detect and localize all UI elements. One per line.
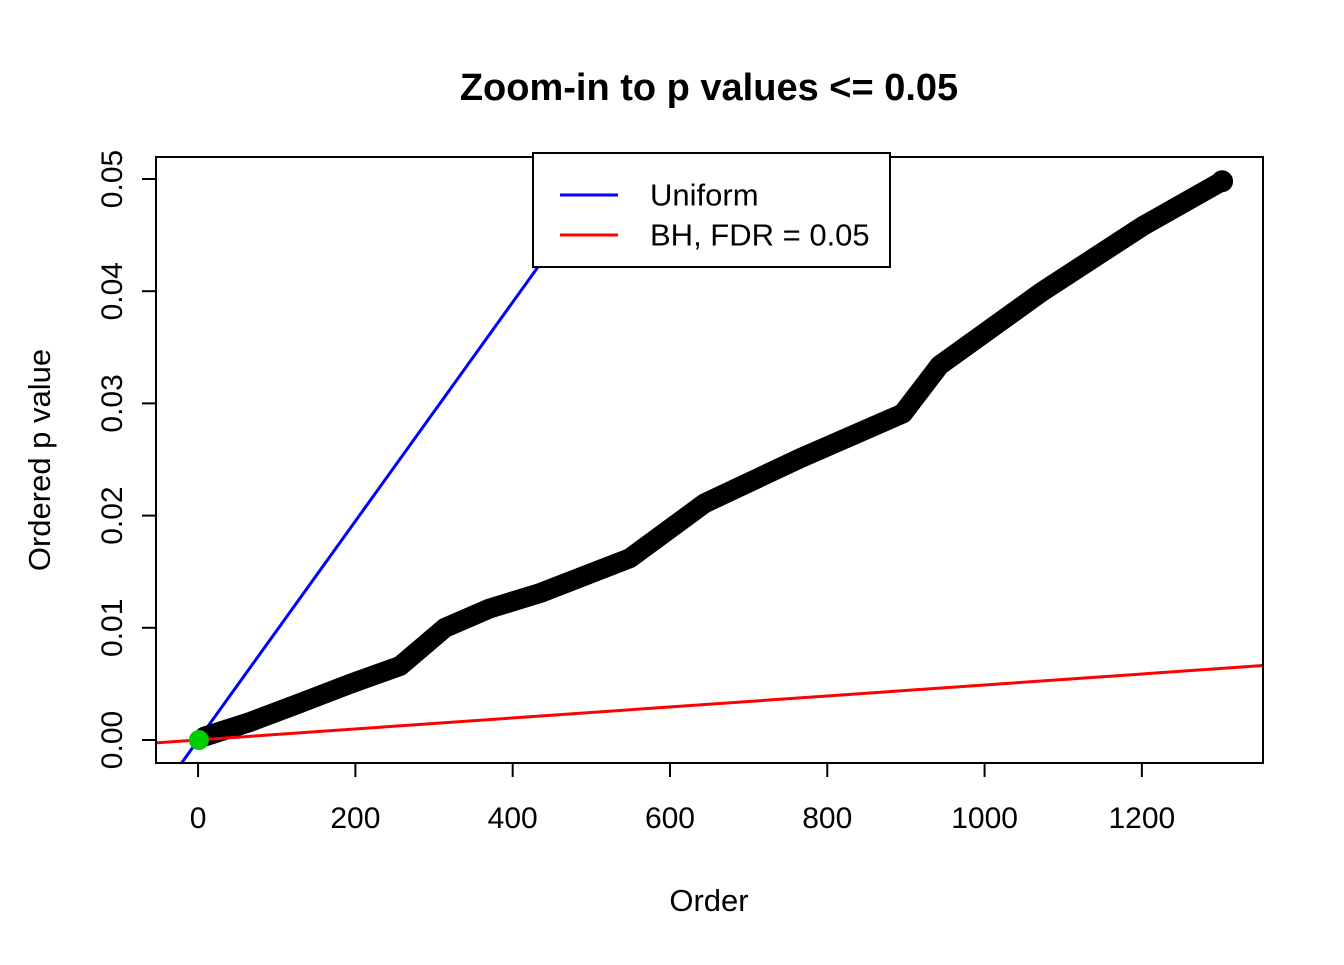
legend-label-uniform: Uniform xyxy=(650,178,759,213)
x-tick-label: 0 xyxy=(190,802,207,835)
x-tick-label: 800 xyxy=(802,802,852,835)
y-tick-label: 0.01 xyxy=(96,599,129,657)
y-tick-label: 0.05 xyxy=(96,150,129,208)
y-tick-label: 0.00 xyxy=(96,711,129,769)
x-axis-label: Order xyxy=(669,883,748,918)
chart-title: Zoom-in to p values <= 0.05 xyxy=(460,67,958,109)
y-tick-label: 0.03 xyxy=(96,374,129,432)
smallest-pvalue-point xyxy=(188,729,209,750)
y-axis-label: Ordered p value xyxy=(22,349,57,571)
x-tick-label: 400 xyxy=(488,802,538,835)
ordered-pvalues-band xyxy=(194,171,1233,747)
y-tick-label: 0.02 xyxy=(96,486,129,544)
y-tick-label: 0.04 xyxy=(96,262,129,320)
axes-layer: 0 200 400 600 800 1000 1200 0.00 0.01 0.02 0.03 0.0… xyxy=(96,150,1175,835)
x-tick-label: 1200 xyxy=(1109,802,1176,835)
x-tick-label: 600 xyxy=(645,802,695,835)
last-pvalue-point xyxy=(1211,170,1234,193)
legend-label-bh: BH, FDR = 0.05 xyxy=(650,218,870,253)
legend-box xyxy=(532,152,891,268)
legend: Uniform BH, FDR = 0.05 xyxy=(532,152,891,268)
x-tick-label: 1000 xyxy=(951,802,1018,835)
x-tick-label: 200 xyxy=(330,802,380,835)
bh-line xyxy=(155,664,1264,745)
